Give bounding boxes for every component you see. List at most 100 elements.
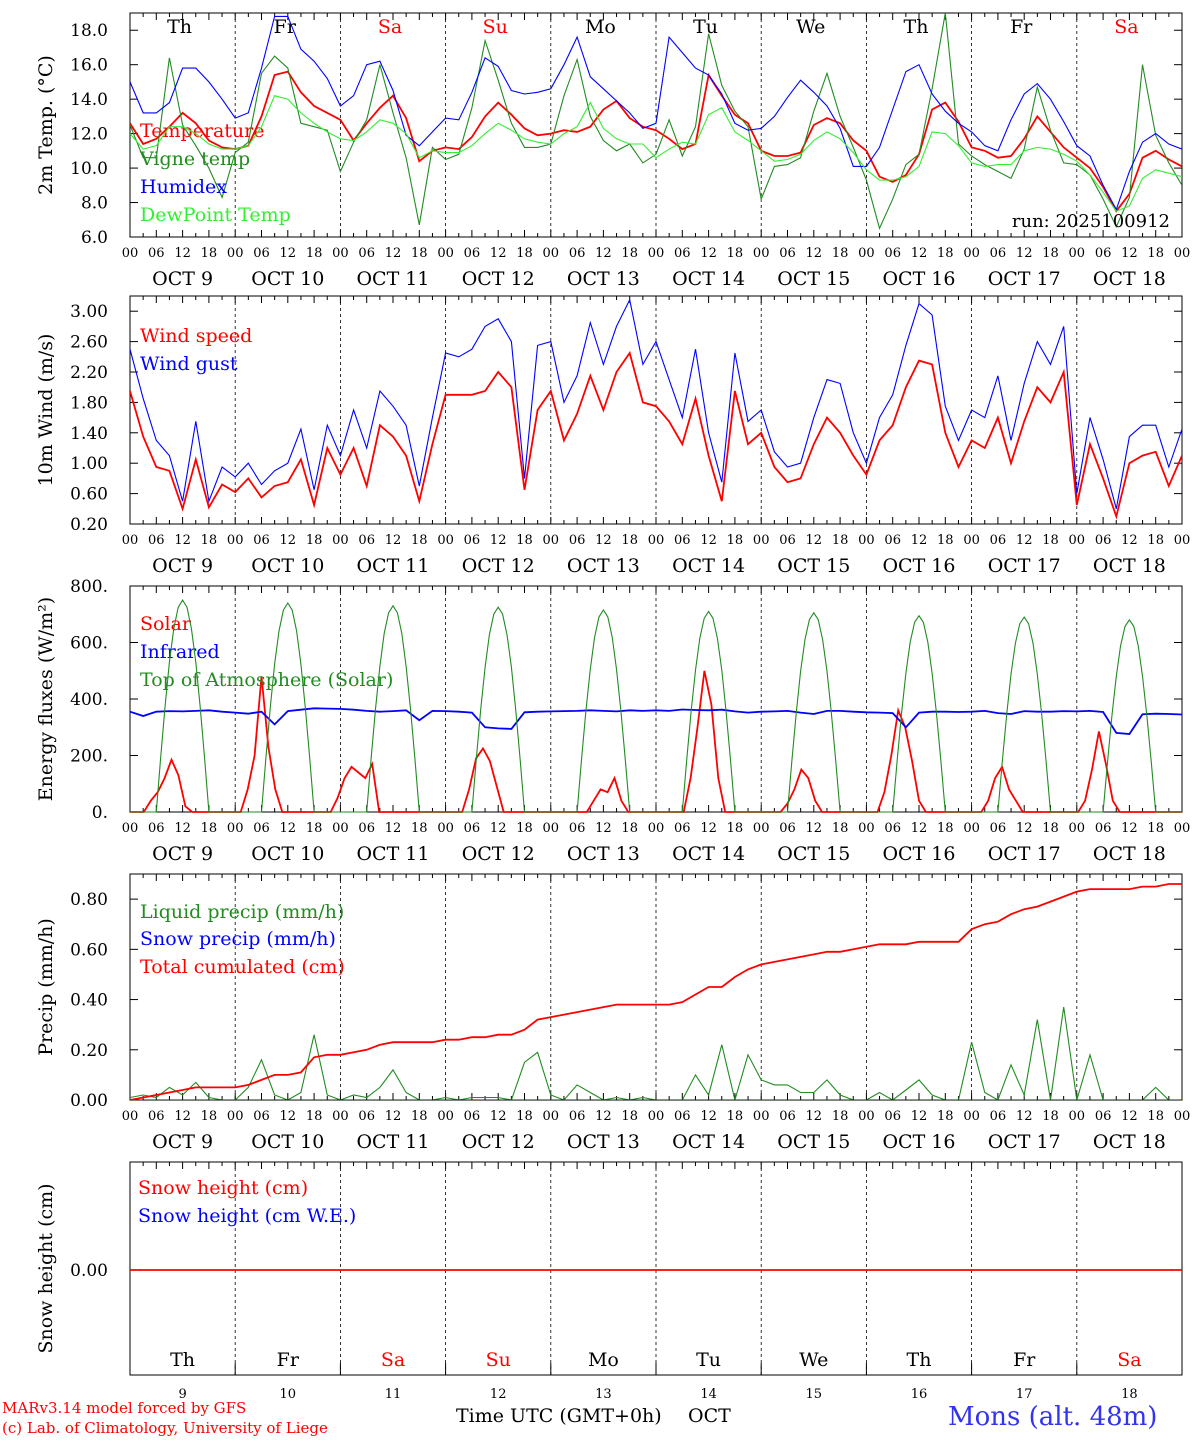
day-label: OCT 13 <box>567 843 640 865</box>
day-label: OCT 15 <box>777 555 850 577</box>
day-label: OCT 9 <box>152 268 213 290</box>
hour-tick-label: 18 <box>516 533 533 548</box>
hour-tick-label: 18 <box>832 821 849 836</box>
day-label: OCT 11 <box>356 268 429 290</box>
legend-entry: Humidex <box>140 176 227 198</box>
hour-tick-label: 18 <box>727 1109 744 1124</box>
hour-tick-label: 00 <box>963 246 980 261</box>
day-number-label: 16 <box>911 1387 928 1402</box>
y-axis-label: Snow height (cm) <box>35 1183 57 1353</box>
y-tick-label: 8.0 <box>81 194 108 214</box>
hour-tick-label: 18 <box>306 1109 323 1124</box>
xaxis-title: Time UTC (GMT+0h) <box>456 1405 662 1427</box>
hour-tick-label: 18 <box>1042 1109 1059 1124</box>
hour-tick-label: 12 <box>385 533 402 548</box>
hour-tick-label: 12 <box>490 246 507 261</box>
y-axis-label: Precip (mm/h) <box>35 918 57 1056</box>
hour-tick-label: 00 <box>122 1109 139 1124</box>
day-label: OCT 13 <box>567 268 640 290</box>
day-label: OCT 17 <box>988 268 1061 290</box>
hour-tick-label: 18 <box>201 1109 218 1124</box>
hour-tick-label: 00 <box>543 821 560 836</box>
hour-tick-label: 18 <box>1042 246 1059 261</box>
weekday-label: Tu <box>693 16 718 38</box>
hour-tick-label: 18 <box>937 1109 954 1124</box>
hour-tick-label: 00 <box>332 533 349 548</box>
day-label: OCT 18 <box>1093 843 1166 865</box>
day-label: OCT 9 <box>152 555 213 577</box>
hour-tick-label: 18 <box>832 246 849 261</box>
hour-tick-label: 06 <box>884 533 901 548</box>
hour-tick-label: 18 <box>1147 533 1164 548</box>
run-annotation: run: 2025100912 <box>1012 211 1170 232</box>
series-line-dewpoint-temp <box>130 95 1182 212</box>
day-label: OCT 14 <box>672 1131 745 1153</box>
hour-tick-label: 18 <box>937 533 954 548</box>
day-number-label: 15 <box>806 1387 823 1402</box>
hour-tick-label: 12 <box>700 246 717 261</box>
day-number-label: 9 <box>178 1387 186 1402</box>
weekday-label: Su <box>483 16 508 38</box>
weekday-label: Fr <box>1013 1349 1036 1371</box>
series-line-top-of-atmosphere-solar- <box>130 599 1182 813</box>
hour-tick-label: 12 <box>1121 246 1138 261</box>
hour-tick-label: 06 <box>674 246 691 261</box>
series-line-wind-speed <box>130 350 1182 520</box>
hour-tick-label: 00 <box>227 246 244 261</box>
hour-tick-label: 18 <box>1147 821 1164 836</box>
y-tick-label: 0.60 <box>70 940 108 960</box>
y-tick-label: 3.00 <box>70 302 108 322</box>
day-label: OCT 14 <box>672 843 745 865</box>
hour-tick-label: 06 <box>779 1109 796 1124</box>
y-tick-label: 400. <box>70 690 108 710</box>
y-tick-label: 6.0 <box>81 228 108 248</box>
hour-tick-label: 12 <box>280 533 297 548</box>
hour-tick-label: 00 <box>332 1109 349 1124</box>
legend-entry: Snow height (cm W.E.) <box>138 1205 356 1227</box>
hour-tick-label: 00 <box>858 246 875 261</box>
hour-tick-label: 18 <box>1147 1109 1164 1124</box>
day-label: OCT 11 <box>356 555 429 577</box>
panel-precip: 00 06 12 18 00 06 12 18 00 06 12 18 00 06 12 18 00 06 12 18… <box>35 873 1190 1153</box>
weekday-label: Th <box>167 16 192 38</box>
xaxis-month: OCT <box>688 1405 731 1427</box>
hour-tick-label: 18 <box>1042 533 1059 548</box>
y-tick-label: 0.00 <box>70 1091 108 1111</box>
hour-tick-label: 12 <box>1121 533 1138 548</box>
hour-tick-label: 18 <box>937 821 954 836</box>
hour-tick-label: 06 <box>884 1109 901 1124</box>
day-label: OCT 16 <box>882 1131 955 1153</box>
day-label: OCT 16 <box>882 843 955 865</box>
day-label: OCT 15 <box>777 268 850 290</box>
weekday-label: Mo <box>588 1349 619 1371</box>
hour-tick-label: 12 <box>174 246 191 261</box>
weekday-label: Fr <box>1010 16 1033 38</box>
day-number-label: 10 <box>280 1387 297 1402</box>
hour-tick-label: 12 <box>595 1109 612 1124</box>
panel-wind: 00 06 12 18 00 06 12 18 00 06 12 18 00 06 12 18 00 06 12 18… <box>35 295 1190 577</box>
location-label: Mons (alt. 48m) <box>948 1402 1158 1432</box>
hour-tick-label: 06 <box>569 821 586 836</box>
hour-tick-label: 18 <box>621 821 638 836</box>
hour-tick-label: 00 <box>858 821 875 836</box>
hour-tick-label: 06 <box>779 821 796 836</box>
y-tick-label: 0. <box>92 803 108 823</box>
series-line-vigne-temp <box>130 13 1182 231</box>
y-axis-label: Energy fluxes (W/m²) <box>35 597 57 801</box>
hour-tick-label: 06 <box>990 821 1007 836</box>
hour-tick-label: 06 <box>358 533 375 548</box>
legend-entry: Wind speed <box>140 325 252 347</box>
hour-tick-label: 00 <box>227 1109 244 1124</box>
hour-tick-label: 18 <box>621 533 638 548</box>
weekday-label: Tu <box>696 1349 721 1371</box>
hour-tick-label: 18 <box>832 1109 849 1124</box>
day-label: OCT 13 <box>567 555 640 577</box>
y-tick-label: 14.0 <box>70 90 108 110</box>
hour-tick-label: 18 <box>727 533 744 548</box>
hour-tick-label: 00 <box>1174 821 1191 836</box>
hour-tick-label: 12 <box>280 246 297 261</box>
hour-tick-label: 00 <box>437 821 454 836</box>
hour-tick-label: 18 <box>201 821 218 836</box>
hour-tick-label: 12 <box>385 821 402 836</box>
day-number-label: 14 <box>700 1387 717 1402</box>
